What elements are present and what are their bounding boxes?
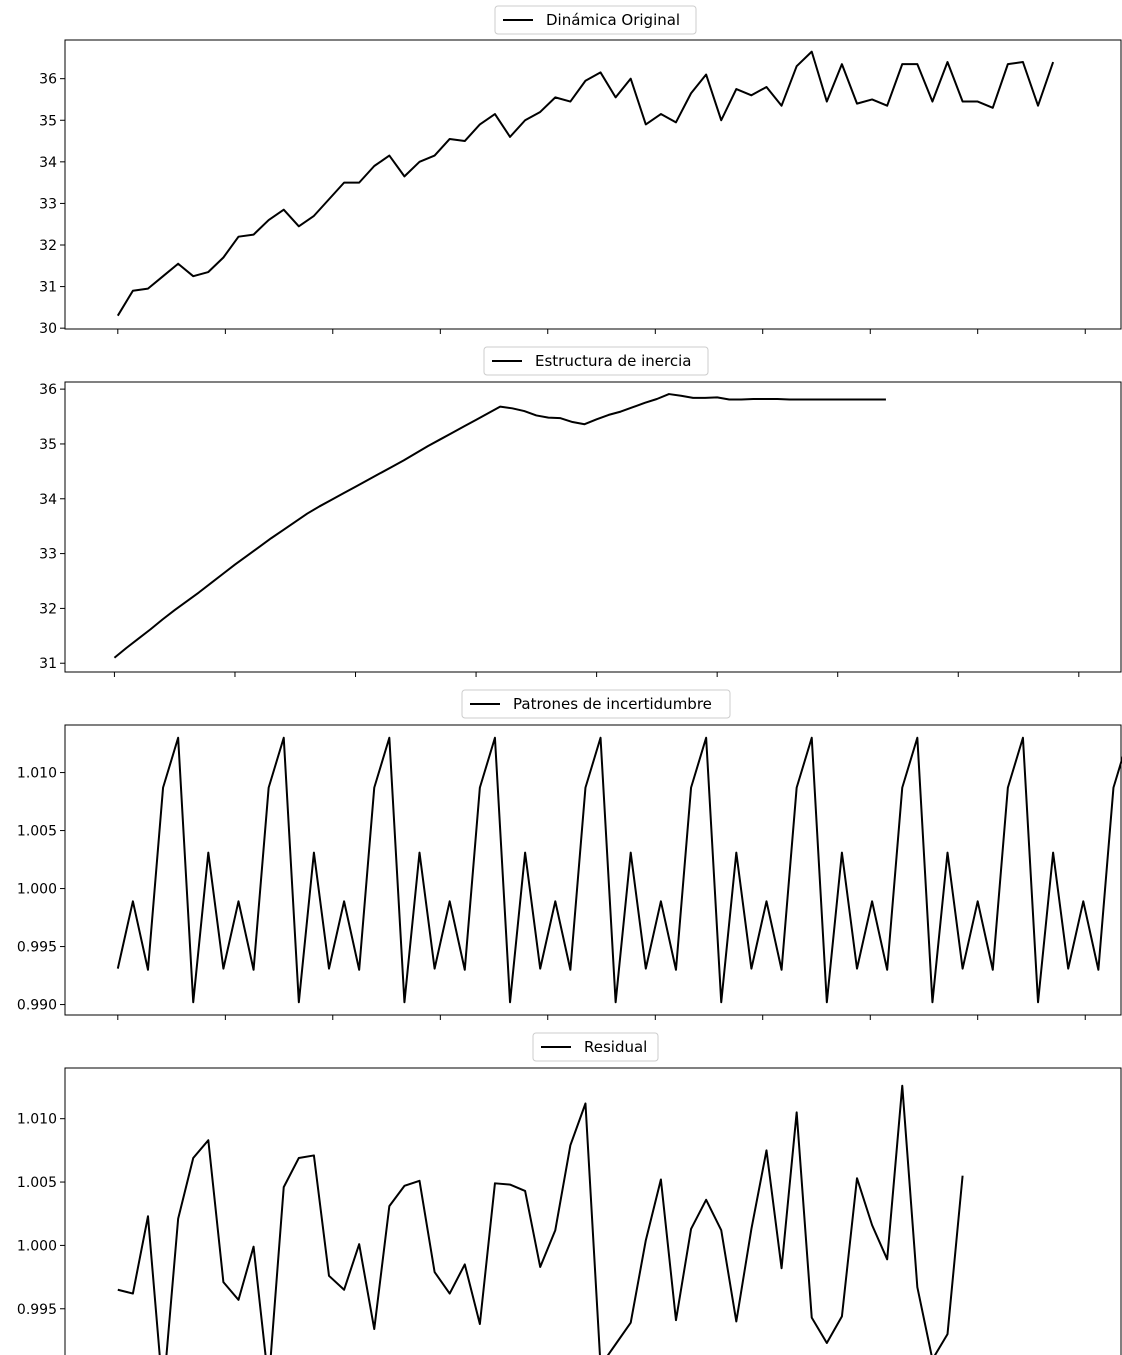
y-tick-label: 31 <box>39 280 57 296</box>
y-tick-label: 1.010 <box>17 766 57 782</box>
y-tick-label: 1.005 <box>17 1175 57 1191</box>
legend-box <box>461 689 731 719</box>
y-tick-label: 0.995 <box>17 1302 57 1318</box>
axes-frame <box>64 1067 1122 1355</box>
y-tick-label: 33 <box>39 196 57 212</box>
series-line <box>113 393 886 659</box>
legend-label: Residual <box>584 1038 647 1056</box>
y-tick-label: 1.000 <box>17 1238 57 1254</box>
y-tick-label: 1.010 <box>17 1112 57 1128</box>
y-tick-label: 0.995 <box>17 940 57 956</box>
y-tick-label: 35 <box>39 113 57 129</box>
series-line <box>116 736 1122 1004</box>
y-tick-label: 31 <box>39 656 57 672</box>
legend: Dinámica Original <box>494 5 697 35</box>
subplot-dinamica-original: 30 31 32 33 34 35 36 Dinámica Original <box>39 5 1122 337</box>
legend-label: Dinámica Original <box>546 11 680 29</box>
legend-box <box>483 346 709 376</box>
subplot-estructura-de-inercia: 31 32 33 34 35 36 Estructura de inercia <box>39 346 1122 677</box>
y-tick-label: 1.000 <box>17 882 57 898</box>
axes-frame <box>64 381 1122 673</box>
y-tick-label: 32 <box>39 601 57 617</box>
legend-label: Estructura de inercia <box>535 352 691 370</box>
y-tick-label: 1.005 <box>17 824 57 840</box>
legend-box <box>494 5 697 35</box>
legend-box <box>532 1032 659 1062</box>
axes-frame <box>64 39 1122 330</box>
subplot-patrones-de-incertidumbre: 0.990 0.995 1.000 1.005 1.010 Patrones de inc… <box>17 689 1122 1020</box>
legend: Estructura de inercia <box>483 346 709 376</box>
legend: Patrones de incertidumbre <box>461 689 731 719</box>
axes-frame <box>64 724 1122 1016</box>
y-tick-label: 35 <box>39 437 57 453</box>
series-line <box>116 50 1055 317</box>
legend: Residual <box>532 1032 659 1062</box>
series-line <box>117 1084 964 1355</box>
y-tick-label: 30 <box>39 321 57 337</box>
y-tick-label: 36 <box>39 382 57 398</box>
y-tick-label: 34 <box>39 155 57 171</box>
y-tick-label: 34 <box>39 492 57 508</box>
y-tick-label: 32 <box>39 238 57 254</box>
y-tick-label: 36 <box>39 72 57 88</box>
legend-label: Patrones de incertidumbre <box>513 695 712 713</box>
y-tick-label: 33 <box>39 547 57 563</box>
y-tick-label: 0.990 <box>17 998 57 1014</box>
